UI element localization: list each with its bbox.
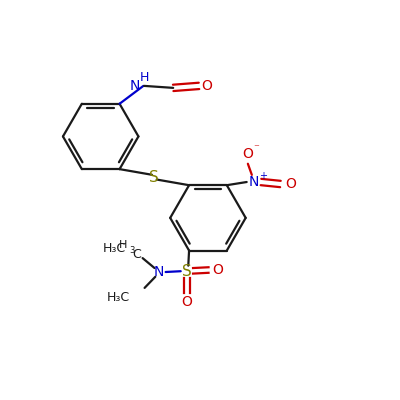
Text: C: C (132, 248, 141, 261)
Text: +: + (258, 171, 266, 181)
Text: S: S (182, 264, 192, 279)
Text: H₃C: H₃C (102, 242, 126, 255)
Text: H: H (118, 240, 127, 250)
Text: N: N (249, 175, 259, 189)
Text: O: O (182, 295, 192, 309)
Text: H: H (140, 71, 149, 84)
Text: 3: 3 (129, 246, 134, 255)
Text: O: O (202, 79, 212, 93)
Text: N: N (130, 79, 140, 93)
Text: S: S (150, 170, 159, 185)
Text: N: N (153, 265, 164, 279)
Text: ⁻: ⁻ (254, 144, 260, 154)
Text: O: O (242, 147, 253, 161)
Text: O: O (213, 264, 224, 278)
Text: O: O (285, 177, 296, 191)
Text: H₃C: H₃C (106, 291, 130, 304)
